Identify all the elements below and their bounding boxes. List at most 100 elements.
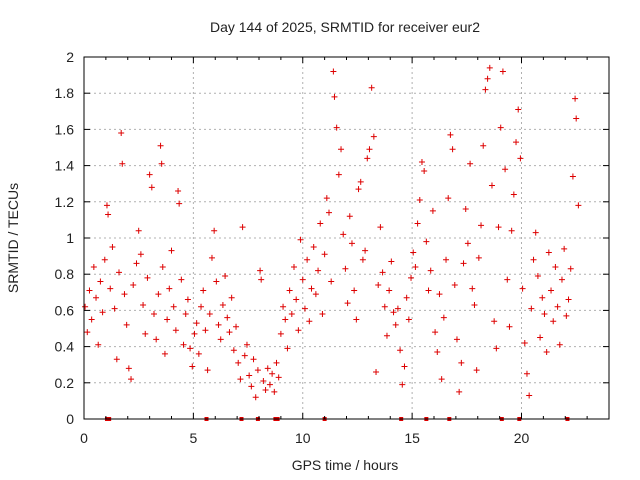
data-point bbox=[262, 387, 269, 394]
data-point bbox=[569, 173, 576, 180]
data-point bbox=[118, 130, 125, 137]
data-point bbox=[299, 276, 306, 283]
data-point bbox=[222, 273, 229, 280]
data-point bbox=[502, 166, 509, 173]
data-point bbox=[211, 227, 218, 234]
data-point bbox=[275, 374, 282, 381]
y-tick-label: 1.6 bbox=[55, 121, 75, 137]
data-point bbox=[195, 350, 202, 357]
data-point bbox=[269, 370, 276, 377]
data-point bbox=[128, 376, 135, 383]
data-point bbox=[241, 352, 248, 359]
data-point bbox=[176, 200, 183, 207]
data-point bbox=[552, 263, 559, 270]
data-point bbox=[146, 171, 153, 178]
data-point bbox=[368, 84, 375, 91]
data-point bbox=[191, 330, 198, 337]
data-point bbox=[390, 309, 397, 316]
data-point bbox=[228, 294, 235, 301]
data-point bbox=[219, 301, 226, 308]
data-point bbox=[93, 294, 100, 301]
data-point bbox=[379, 269, 386, 276]
x-tick-label: 5 bbox=[189, 430, 197, 446]
data-point bbox=[333, 124, 340, 131]
data-point bbox=[497, 124, 504, 131]
data-point bbox=[193, 320, 200, 327]
chart-title: Day 144 of 2025, SRMTID for receiver eur… bbox=[210, 19, 480, 35]
data-point bbox=[458, 359, 465, 366]
data-point bbox=[521, 339, 528, 346]
data-point bbox=[375, 282, 382, 289]
data-point bbox=[306, 318, 313, 325]
data-point bbox=[519, 285, 526, 292]
data-point bbox=[175, 187, 182, 194]
data-point bbox=[105, 211, 112, 218]
data-point bbox=[478, 222, 485, 229]
x-tick-label: 15 bbox=[404, 430, 420, 446]
data-point bbox=[157, 142, 164, 149]
data-point bbox=[491, 318, 498, 325]
data-point bbox=[373, 368, 380, 375]
data-point bbox=[230, 347, 237, 354]
data-point bbox=[82, 303, 89, 310]
data-point bbox=[164, 316, 171, 323]
data-point bbox=[246, 372, 253, 379]
data-point bbox=[315, 267, 322, 274]
data-point bbox=[418, 158, 425, 165]
data-point bbox=[204, 367, 211, 374]
data-point bbox=[187, 345, 194, 352]
y-tick-label: 2 bbox=[66, 49, 74, 65]
data-point bbox=[301, 305, 308, 312]
data-point bbox=[101, 256, 108, 263]
data-point bbox=[548, 287, 555, 294]
data-point bbox=[297, 236, 304, 243]
data-point bbox=[133, 260, 140, 267]
data-point bbox=[416, 196, 423, 203]
data-point bbox=[331, 93, 338, 100]
data-point bbox=[359, 256, 366, 263]
data-point bbox=[467, 160, 474, 167]
data-point bbox=[351, 287, 358, 294]
data-point bbox=[403, 294, 410, 301]
data-point bbox=[523, 370, 530, 377]
y-tick-label: 1.8 bbox=[55, 85, 75, 101]
data-point bbox=[166, 285, 173, 292]
data-point bbox=[344, 300, 351, 307]
data-point bbox=[408, 274, 415, 281]
data-point bbox=[567, 265, 574, 272]
data-point bbox=[488, 182, 495, 189]
data-point bbox=[288, 311, 295, 318]
data-point bbox=[321, 251, 328, 258]
data-point bbox=[346, 213, 353, 220]
data-point bbox=[243, 341, 250, 348]
data-point bbox=[217, 336, 224, 343]
data-point bbox=[394, 305, 401, 312]
data-point bbox=[534, 273, 541, 280]
data-point bbox=[252, 394, 259, 401]
data-point bbox=[293, 296, 300, 303]
data-point bbox=[90, 263, 97, 270]
data-point bbox=[539, 294, 546, 301]
data-point bbox=[456, 388, 463, 395]
data-point bbox=[330, 68, 337, 75]
data-point bbox=[250, 356, 257, 363]
data-point bbox=[86, 287, 93, 294]
data-point bbox=[357, 178, 364, 185]
data-point bbox=[543, 349, 550, 356]
grid-lines bbox=[84, 57, 609, 419]
data-point bbox=[151, 311, 157, 318]
x-tick-label: 10 bbox=[295, 430, 311, 446]
data-point bbox=[235, 359, 242, 366]
data-point bbox=[130, 282, 137, 289]
data-point bbox=[119, 160, 126, 167]
x-tick-label: 20 bbox=[514, 430, 530, 446]
data-point bbox=[282, 316, 289, 323]
data-point bbox=[328, 278, 335, 285]
data-point bbox=[451, 282, 458, 289]
data-point bbox=[323, 195, 330, 202]
data-point bbox=[153, 336, 160, 343]
data-point bbox=[215, 321, 222, 328]
data-point bbox=[213, 278, 220, 285]
data-point bbox=[277, 330, 284, 337]
data-point bbox=[550, 318, 557, 325]
